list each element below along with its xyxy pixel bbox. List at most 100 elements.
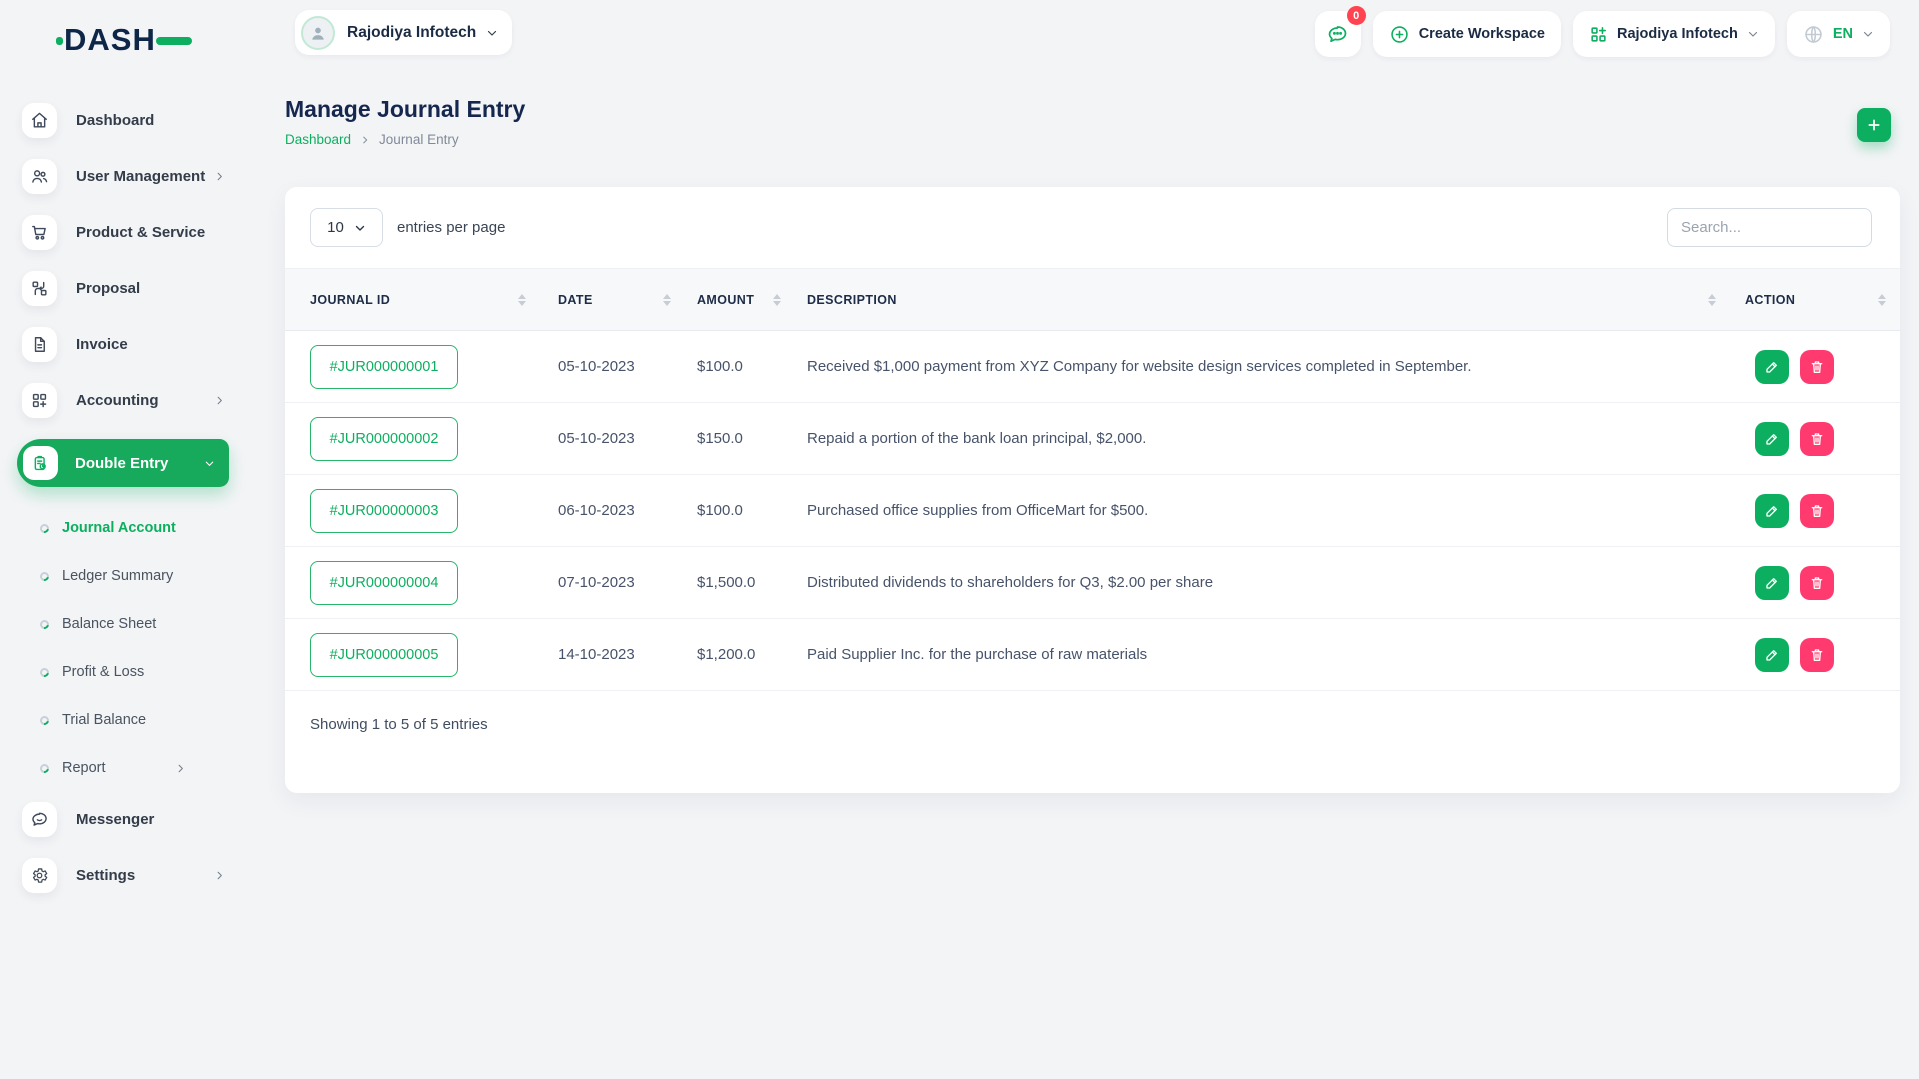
- delete-button[interactable]: [1800, 421, 1834, 456]
- workspace-name: Rajodiya Infotech: [1616, 26, 1738, 42]
- edit-button[interactable]: [1755, 637, 1789, 672]
- sidebar-item-user-management[interactable]: User Management: [22, 159, 241, 194]
- sidebar-footer: Messenger Settings: [0, 802, 241, 893]
- add-journal-entry-button[interactable]: [1857, 108, 1891, 142]
- sort-icon[interactable]: [663, 293, 671, 306]
- pencil-icon: [1766, 649, 1777, 661]
- pencil-icon: [1766, 577, 1777, 589]
- journal-id-badge[interactable]: #JUR000000002: [310, 416, 458, 461]
- chat-icon: [22, 802, 57, 837]
- journal-id-badge[interactable]: #JUR000000005: [310, 632, 458, 677]
- pencil-icon: [1766, 361, 1777, 373]
- delete-button[interactable]: [1800, 565, 1834, 600]
- description-cell: Paid Supplier Inc. for the purchase of r…: [795, 618, 1730, 691]
- table-controls: 10 entries per page: [285, 208, 1900, 247]
- sort-icon[interactable]: [1878, 293, 1886, 306]
- bullet-icon: [38, 569, 51, 583]
- sidebar-item-dashboard[interactable]: Dashboard: [22, 103, 241, 138]
- sort-icon[interactable]: [1708, 293, 1716, 306]
- sidebar-subitem-profit-loss[interactable]: Profit & Loss: [38, 652, 241, 692]
- sidebar-item-label: Invoice: [76, 336, 128, 353]
- amount-cell: $1,500.0: [685, 546, 795, 619]
- column-header-journal-id[interactable]: JOURNAL ID: [285, 268, 540, 331]
- column-header-action[interactable]: ACTION: [1730, 268, 1900, 331]
- breadcrumb-dashboard-link[interactable]: Dashboard: [285, 132, 352, 147]
- entries-summary: Showing 1 to 5 of 5 entries: [310, 716, 488, 733]
- sidebar-menu: Dashboard User Management Product & Serv…: [0, 103, 241, 893]
- column-header-date[interactable]: DATE: [540, 268, 685, 331]
- bullet-icon: [38, 665, 51, 679]
- workspace-grid-icon: [1589, 25, 1608, 44]
- sidebar-item-label: User Management: [76, 168, 206, 185]
- sidebar-item-settings[interactable]: Settings: [22, 858, 241, 893]
- logo-accent-dash: [156, 37, 192, 45]
- sidebar-item-product-service[interactable]: Product & Service: [22, 215, 241, 250]
- journal-id-badge[interactable]: #JUR000000001: [310, 344, 458, 389]
- create-workspace-button[interactable]: Create Workspace: [1372, 11, 1561, 57]
- edit-button[interactable]: [1755, 349, 1789, 384]
- home-icon: [22, 103, 57, 138]
- sidebar-subitem-journal-account[interactable]: Journal Account: [38, 508, 241, 548]
- journal-entries-table: JOURNAL ID DATE AMOUNT DESCRIPTION ACTIO…: [285, 268, 1900, 691]
- sidebar-item-messenger[interactable]: Messenger: [22, 802, 241, 837]
- edit-button[interactable]: [1755, 421, 1789, 456]
- breadcrumb: Dashboard Journal Entry: [285, 132, 459, 147]
- sidebar-subitem-ledger-summary[interactable]: Ledger Summary: [38, 556, 241, 596]
- chevron-right-icon: [214, 870, 225, 881]
- chevron-right-icon: [175, 763, 186, 774]
- clipboard-clock-icon: [23, 446, 58, 480]
- cart-icon: [22, 215, 57, 250]
- users-icon: [22, 159, 57, 194]
- journal-id-badge[interactable]: #JUR000000004: [310, 560, 458, 605]
- chevron-right-icon: [214, 171, 225, 182]
- sidebar-subitem-balance-sheet[interactable]: Balance Sheet: [38, 604, 241, 644]
- sidebar-item-proposal[interactable]: Proposal: [22, 271, 241, 306]
- amount-cell: $1,200.0: [685, 618, 795, 691]
- edit-button[interactable]: [1755, 493, 1789, 528]
- edit-button[interactable]: [1755, 565, 1789, 600]
- bullet-icon: [38, 713, 51, 727]
- pencil-icon: [1766, 505, 1777, 517]
- delete-button[interactable]: [1800, 637, 1834, 672]
- description-cell: Received $1,000 payment from XYZ Company…: [795, 330, 1730, 403]
- profile-dropdown[interactable]: Rajodiya Infotech: [295, 10, 513, 55]
- page-size-select[interactable]: 10: [310, 208, 383, 247]
- column-header-amount[interactable]: AMOUNT: [685, 268, 795, 331]
- sidebar-item-label: Settings: [76, 867, 136, 884]
- workspace-dropdown[interactable]: Rajodiya Infotech: [1572, 11, 1775, 57]
- create-workspace-label: Create Workspace: [1418, 26, 1545, 42]
- page-title: Manage Journal Entry: [285, 96, 526, 122]
- column-header-description[interactable]: DESCRIPTION: [795, 268, 1730, 331]
- sort-icon[interactable]: [773, 293, 781, 306]
- amount-cell: $100.0: [685, 474, 795, 547]
- language-dropdown[interactable]: EN: [1786, 11, 1890, 57]
- topbar-actions: 0 Create Workspace Rajodiya Infotech EN: [1314, 6, 1890, 57]
- sidebar-item-label: Proposal: [76, 280, 141, 297]
- chevron-down-icon: [355, 225, 365, 231]
- notifications-button[interactable]: 0: [1314, 6, 1366, 57]
- sidebar-item-accounting[interactable]: Accounting: [22, 383, 241, 418]
- sidebar: DASH Dashboard User Management Product &…: [0, 0, 241, 1079]
- profile-name: Rajodiya Infotech: [347, 23, 477, 41]
- date-cell: 05-10-2023: [540, 402, 685, 475]
- delete-button[interactable]: [1800, 349, 1834, 384]
- sort-icon[interactable]: [518, 293, 526, 306]
- description-cell: Repaid a portion of the bank loan princi…: [795, 402, 1730, 475]
- sidebar-item-invoice[interactable]: Invoice: [22, 327, 241, 362]
- delete-button[interactable]: [1800, 493, 1834, 528]
- amount-cell: $150.0: [685, 402, 795, 475]
- entries-per-page-label: entries per page: [397, 219, 506, 236]
- brand-logo[interactable]: DASH: [56, 22, 194, 58]
- plus-circle-icon: [1389, 24, 1410, 45]
- trash-icon: [1811, 504, 1823, 517]
- logo-accent-dot: [56, 37, 63, 45]
- sidebar-item-label: Accounting: [76, 392, 159, 409]
- search-input[interactable]: [1667, 208, 1872, 247]
- sidebar-subitem-trial-balance[interactable]: Trial Balance: [38, 700, 241, 740]
- sidebar-item-label: Dashboard: [76, 112, 155, 129]
- globe-icon: [1803, 24, 1824, 45]
- journal-entries-card: 10 entries per page JOURNAL ID DATE AMOU…: [285, 187, 1900, 793]
- sidebar-subitem-report[interactable]: Report: [38, 748, 241, 788]
- sidebar-item-double-entry[interactable]: Double Entry: [17, 439, 229, 487]
- journal-id-badge[interactable]: #JUR000000003: [310, 488, 458, 533]
